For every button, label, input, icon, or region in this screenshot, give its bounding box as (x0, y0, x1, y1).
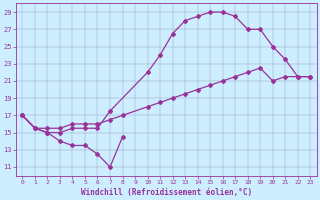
X-axis label: Windchill (Refroidissement éolien,°C): Windchill (Refroidissement éolien,°C) (81, 188, 252, 197)
